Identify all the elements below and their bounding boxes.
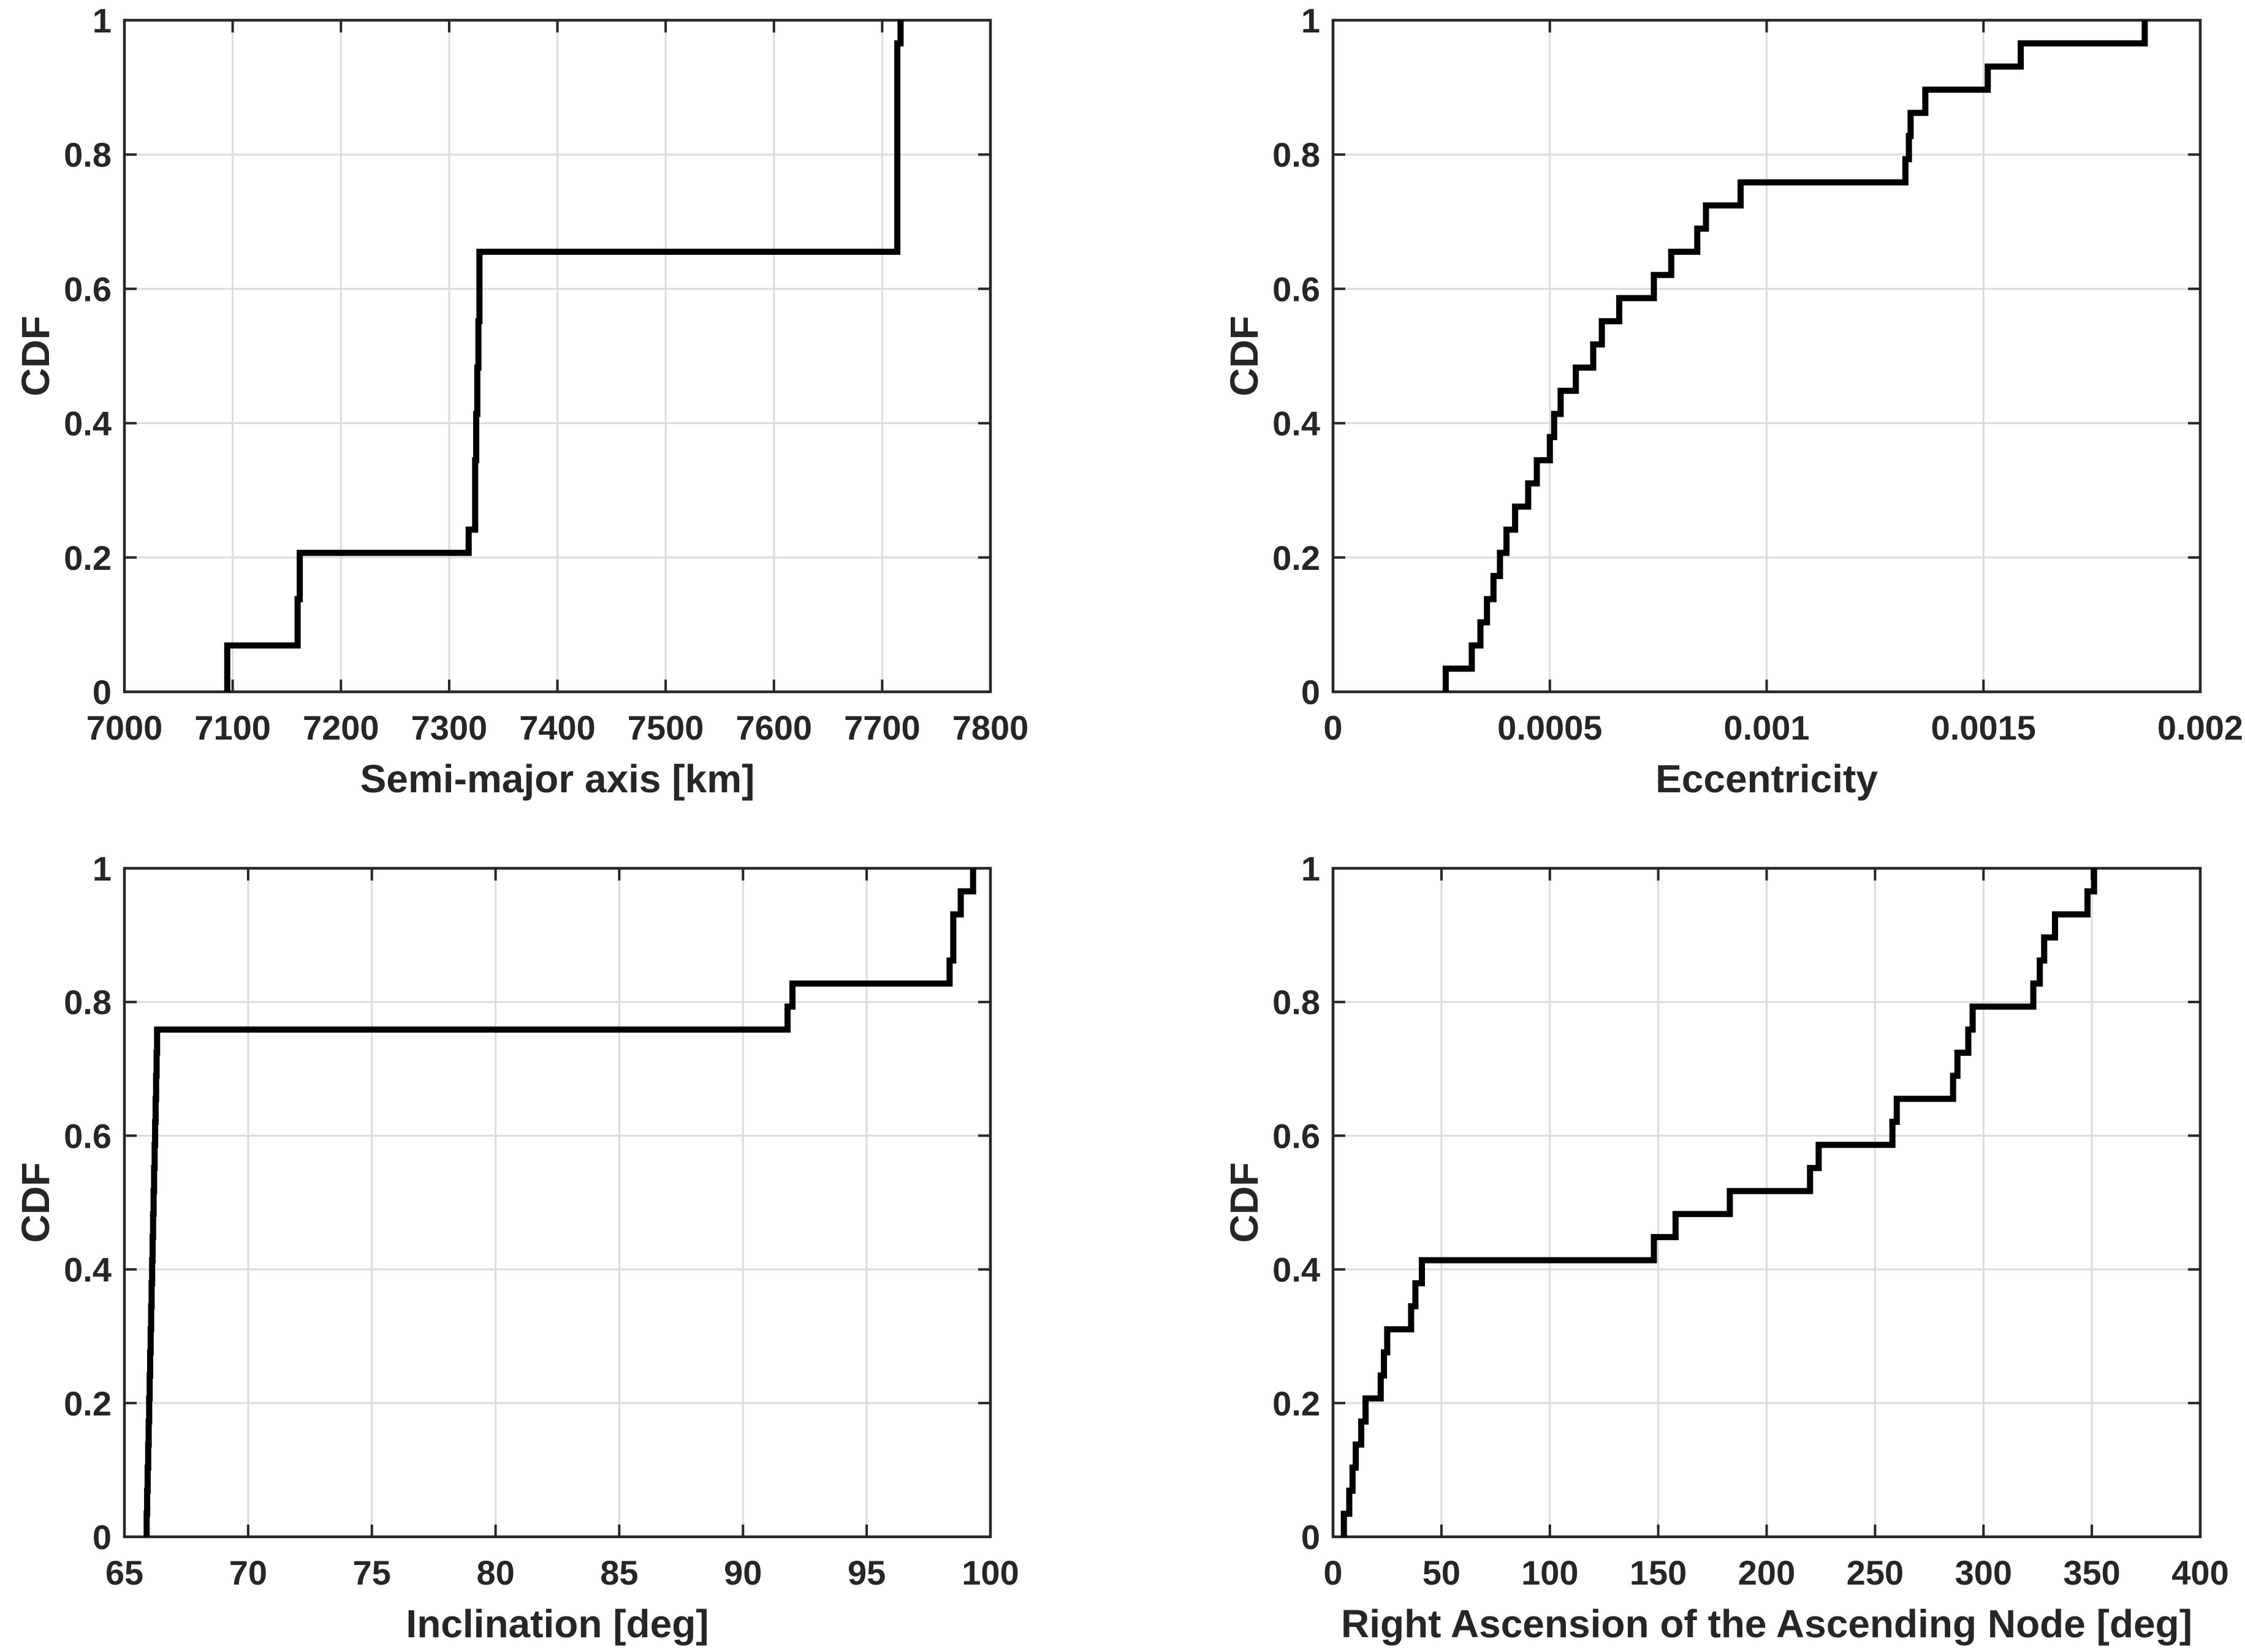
x-tick-label: 85 <box>600 1553 638 1592</box>
plot-canvas-inclination: 65 70 75 80 85 90 95 100 0 0.2 0.4 0.6 0.8 1 Inclinat… <box>13 849 1019 1646</box>
x-tick-label: 350 <box>2063 1553 2120 1592</box>
tick-labels: 7000 7100 7200 7300 7400 7500 7600 7700 7800 0 0.2… <box>64 1 1028 747</box>
tick-labels: 0 50 100 150 200 250 300 350 400 0 0.2 0.4 0.6 0.8 1 <box>1272 849 2229 1592</box>
x-tick-label: 50 <box>1423 1553 1461 1592</box>
y-axis-label: CDF <box>13 316 58 396</box>
x-tick-label: 300 <box>1955 1553 2012 1592</box>
x-tick-label: 0.002 <box>2157 708 2243 747</box>
y-tick-label: 0 <box>93 673 112 711</box>
x-tick-label: 250 <box>1847 1553 1904 1592</box>
y-tick-label: 0.4 <box>1272 1251 1320 1289</box>
y-axis-label: CDF <box>13 1162 58 1243</box>
y-tick-label: 0.6 <box>1272 1116 1320 1155</box>
y-tick-label: 1 <box>93 1 112 40</box>
y-axis-label: CDF <box>1222 1162 1266 1243</box>
tick-labels: 65 70 75 80 85 90 95 100 0 0.2 0.4 0.6 0.8 1 <box>64 849 1019 1592</box>
x-tick-label: 75 <box>353 1553 391 1592</box>
x-tick-label: 200 <box>1738 1553 1795 1592</box>
y-tick-label: 0 <box>93 1518 112 1556</box>
cdf-step-line <box>143 868 976 1537</box>
y-tick-label: 0.2 <box>1272 1384 1320 1423</box>
x-tick-label: 7500 <box>628 708 704 747</box>
x-axis-label: Right Ascension of the Ascending Node [d… <box>1341 1602 2192 1646</box>
y-tick-label: 1 <box>1301 849 1320 888</box>
y-tick-label: 0.8 <box>64 983 112 1021</box>
x-tick-label: 7300 <box>411 708 488 747</box>
x-tick-label: 80 <box>476 1553 514 1592</box>
y-tick-label: 0.4 <box>64 404 112 443</box>
tick-marks <box>1332 19 2201 693</box>
y-tick-label: 1 <box>93 849 112 888</box>
cdf-step-line <box>1340 868 2097 1537</box>
subplot-semi-major-axis: 7000 7100 7200 7300 7400 7500 7600 7700 7800 0 0.2… <box>0 0 1123 826</box>
cdf-step-line <box>224 20 904 692</box>
x-axis-label: Semi-major axis [km] <box>360 757 755 801</box>
y-axis-label: CDF <box>1222 316 1266 396</box>
tick-marks <box>123 867 992 1538</box>
x-tick-label: 7700 <box>844 708 921 747</box>
grid-lines <box>123 19 992 693</box>
x-tick-label: 400 <box>2171 1553 2228 1592</box>
y-tick-label: 0.6 <box>64 1116 112 1155</box>
x-tick-label: 95 <box>848 1553 886 1592</box>
y-tick-label: 0 <box>1301 673 1320 711</box>
x-axis-label: Eccentricity <box>1655 757 1878 801</box>
grid-lines <box>1332 867 2201 1538</box>
y-tick-label: 0.6 <box>1272 270 1320 308</box>
x-tick-label: 100 <box>962 1553 1019 1592</box>
x-tick-label: 0.0005 <box>1497 708 1602 747</box>
x-tick-label: 7800 <box>952 708 1029 747</box>
y-tick-label: 0.8 <box>1272 135 1320 174</box>
grid-lines <box>123 867 992 1538</box>
tick-marks <box>1332 867 2201 1538</box>
plot-canvas-semi-major-axis: 7000 7100 7200 7300 7400 7500 7600 7700 7800 0 0.2… <box>13 1 1028 801</box>
cdf-step-line <box>1442 20 2148 692</box>
x-tick-label: 150 <box>1630 1553 1687 1592</box>
subplot-inclination: 65 70 75 80 85 90 95 100 0 0.2 0.4 0.6 0.8 1 Inclinat… <box>0 826 1123 1652</box>
x-tick-label: 90 <box>724 1553 762 1592</box>
grid-lines <box>1332 19 2201 693</box>
x-tick-label: 7100 <box>194 708 271 747</box>
subplot-raan: 0 50 100 150 200 250 300 350 400 0 0.2 0.4 0.6 0.8 1 R… <box>1123 826 2245 1652</box>
x-tick-label: 0.0015 <box>1931 708 2036 747</box>
x-tick-label: 7200 <box>303 708 379 747</box>
tick-marks <box>123 19 992 693</box>
y-tick-label: 0 <box>1301 1518 1320 1556</box>
axes-box <box>123 866 992 1539</box>
subplot-eccentricity: 0 0.0005 0.001 0.0015 0.002 0 0.2 0.4 0.6 0.8 1 Ec… <box>1123 0 2245 826</box>
x-axis-label: Inclination [deg] <box>406 1602 708 1646</box>
x-tick-label: 100 <box>1521 1553 1578 1592</box>
plot-canvas-raan: 0 50 100 150 200 250 300 350 400 0 0.2 0.4 0.6 0.8 1 R… <box>1222 849 2229 1646</box>
x-tick-label: 65 <box>105 1553 143 1592</box>
y-tick-label: 0.8 <box>64 135 112 174</box>
x-tick-label: 0.001 <box>1723 708 1809 747</box>
x-tick-label: 7400 <box>519 708 596 747</box>
y-tick-label: 0.6 <box>64 270 112 308</box>
y-tick-label: 0.2 <box>64 539 112 577</box>
x-tick-label: 7600 <box>736 708 813 747</box>
x-tick-label: 0 <box>1323 708 1342 747</box>
y-tick-label: 0.2 <box>1272 539 1320 577</box>
plot-canvas-eccentricity: 0 0.0005 0.001 0.0015 0.002 0 0.2 0.4 0.6 0.8 1 Ec… <box>1222 1 2243 801</box>
x-tick-label: 70 <box>229 1553 267 1592</box>
tick-labels: 0 0.0005 0.001 0.0015 0.002 0 0.2 0.4 0.6 0.8 1 <box>1272 1 2243 747</box>
x-tick-label: 0 <box>1323 1553 1342 1592</box>
y-tick-label: 1 <box>1301 1 1320 40</box>
y-tick-label: 0.8 <box>1272 983 1320 1021</box>
y-tick-label: 0.4 <box>64 1251 112 1289</box>
x-tick-label: 7000 <box>86 708 163 747</box>
y-tick-label: 0.2 <box>64 1384 112 1423</box>
y-tick-label: 0.4 <box>1272 404 1320 443</box>
